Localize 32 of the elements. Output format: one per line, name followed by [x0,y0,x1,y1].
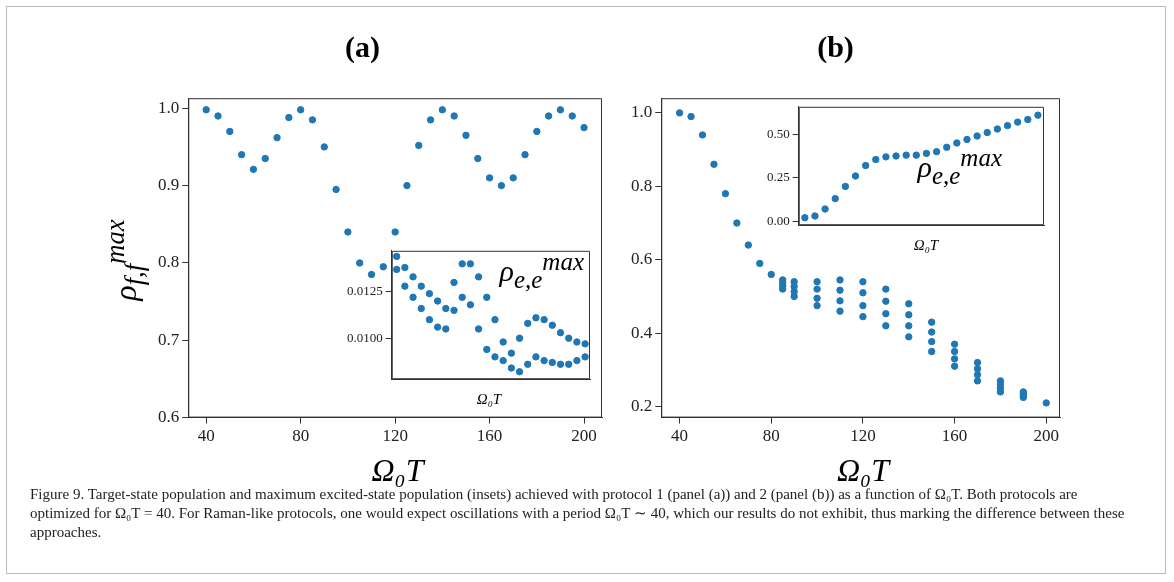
x-tick-label: 120 [850,426,876,446]
caption: Figure 9. Target-state population and maximum excited-state population (insets) achieved with protocol 1 (panel (a)) and 2 (panel (b)) as a function of Ω₀T. Both protocols are optimized for Ω₀T = 40. For Raman-like protocols, one would expect oscillations with a period Ω₀T ∼ 40, which our results do not exhibit, thus marking the difference between these approaches. [30,486,1126,542]
y-tick-label: 0.8 [158,252,180,272]
y-tick-label: 0.25 [767,169,790,185]
x-tick-label: 160 [941,426,968,446]
y-tick-label: 0.50 [767,125,790,141]
y-tick-label: 0.0100 [347,329,383,345]
x-tick-label: 120 [382,426,408,446]
x-tick-label: 160 [476,426,503,446]
y-tick-label: 0.2 [631,396,653,416]
x-tick-label: 200 [1033,426,1059,446]
x-tick-label: 80 [292,426,310,446]
y-tick-label: 0.8 [631,175,653,195]
y-tick-label: 0.7 [158,329,180,349]
x-axis-title: Ω₀T [835,452,892,488]
y-tick-label: 0.6 [158,407,180,427]
y-tick-label: 1.0 [158,97,180,117]
y-tick-label: 0.4 [631,322,653,342]
y-tick-label: 0.6 [631,249,653,269]
y-tick-label: 0.0125 [347,283,383,299]
x-axis-title: Ω₀T [912,237,940,254]
y-tick-label: 0.00 [767,212,790,228]
chart-title: (a) [344,30,381,64]
x-tick-label: 40 [671,426,689,446]
x-tick-label: 80 [762,426,780,446]
x-axis-title: Ω₀T [475,391,503,408]
chart-title: (b) [816,30,855,64]
x-tick-label: 200 [571,426,597,446]
x-axis-title: Ω₀T [370,452,427,489]
y-tick-label: 0.9 [158,175,180,195]
x-tick-label: 40 [197,426,215,446]
y-tick-label: 1.0 [631,102,653,122]
